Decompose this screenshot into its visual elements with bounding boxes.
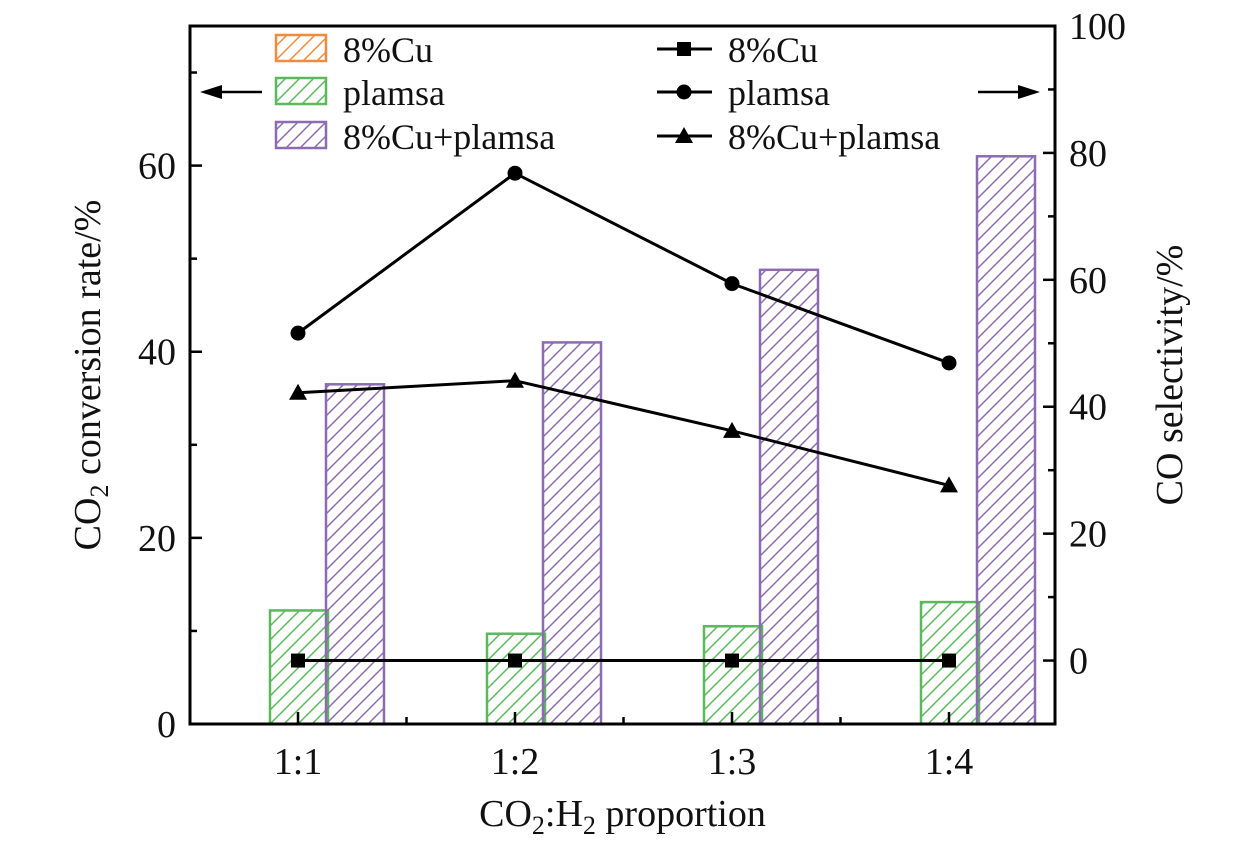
x-axis-title-part: 2 — [583, 811, 596, 840]
point-plamsa — [507, 165, 523, 181]
legend-bar-label: 8%Cu — [343, 30, 433, 70]
legend-bar-label: 8%Cu+plamsa — [343, 117, 555, 157]
y-left-tick-label: 60 — [138, 146, 176, 188]
legend-bar-swatch — [274, 120, 328, 150]
legend-line-marker — [675, 127, 693, 143]
point-8-cu — [291, 653, 305, 668]
point-8-cu-plamsa — [289, 383, 307, 400]
x-axis-title-part: 2 — [532, 811, 545, 840]
x-tick-label: 1:4 — [925, 741, 974, 783]
legend-line-marker — [677, 42, 691, 56]
x-axis-title-part: :H — [545, 793, 583, 835]
x-tick-label: 1:2 — [491, 741, 540, 783]
left-axis-arrow-head — [200, 85, 222, 99]
legend-line-label: 8%Cu — [728, 30, 818, 70]
x-axis-title-part: proportion — [596, 793, 766, 835]
bar-8-cu-plamsa — [758, 268, 820, 726]
x-tick-label: 1:3 — [708, 741, 757, 783]
bar-8-cu-plamsa — [975, 155, 1037, 726]
point-8-cu-plamsa — [940, 476, 958, 493]
y-left-tick-label: 20 — [138, 518, 176, 560]
x-axis-title: CO2:H2 proportion — [479, 793, 766, 840]
y-right-axis-title: CO selectivity/% — [1149, 245, 1191, 506]
y-right-tick-label: 60 — [1069, 260, 1107, 302]
y-right-tick-label: 40 — [1069, 387, 1107, 429]
legend-line-label: 8%Cu+plamsa — [728, 117, 940, 157]
bar-plamsa — [485, 632, 547, 726]
y-right-tick-label: 20 — [1069, 514, 1107, 556]
y-left-tick-label: 40 — [138, 332, 176, 374]
x-tick-label: 1:1 — [274, 741, 323, 783]
point-8-cu-plamsa — [723, 421, 741, 438]
bar-8-cu-plamsa — [324, 383, 386, 726]
line-8-cu-plamsa — [297, 379, 950, 487]
bar-plamsa — [702, 625, 764, 726]
y-left-axis-title: CO2 conversion rate/% — [67, 200, 114, 551]
point-8-cu — [725, 653, 739, 668]
legend-bar-swatch — [274, 76, 328, 106]
y-left-axis-title-part: 2 — [85, 485, 114, 498]
legend-bar-swatch — [274, 33, 328, 63]
y-left-axis-title-part: CO — [67, 498, 109, 551]
point-plamsa — [941, 355, 957, 371]
x-axis-title-part: CO — [479, 793, 532, 835]
point-plamsa — [290, 325, 306, 341]
y-right-tick-label: 0 — [1069, 641, 1088, 683]
y-right-tick-label: 100 — [1069, 6, 1126, 48]
line-plamsa — [297, 171, 950, 365]
point-8-cu-plamsa — [506, 371, 524, 388]
right-axis-arrow-head — [1018, 85, 1040, 99]
y-right-tick-label: 80 — [1069, 133, 1107, 175]
y-left-axis-title-part: conversion rate/% — [67, 200, 109, 485]
legend-line-marker — [676, 84, 692, 100]
point-8-cu — [508, 653, 522, 668]
y-left-tick-label: 0 — [157, 704, 176, 746]
legend-line-label: plamsa — [728, 73, 830, 113]
point-8-cu — [942, 653, 956, 668]
legend-bar-label: plamsa — [343, 73, 445, 113]
point-plamsa — [724, 276, 740, 292]
